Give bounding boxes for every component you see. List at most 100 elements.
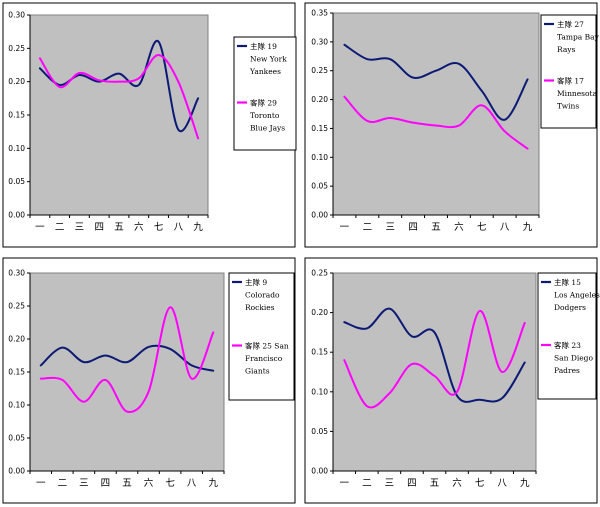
legend-label: 客隊 25 San (245, 341, 289, 351)
chart-panel-4: 0.00 0.05 0.10 0.15 0.20 0.25 一 二 三 四 五 六 七 八 九 主隊 15 Lo… (304, 257, 600, 504)
x-tick-label: 三 (79, 478, 89, 489)
legend-box (228, 272, 295, 401)
legend-label: Yankees (249, 67, 281, 76)
x-tick-label: 五 (122, 478, 132, 489)
y-tick-label: 0.00 (311, 467, 328, 476)
x-tick-label: 九 (208, 477, 218, 489)
x-tick-label: 七 (165, 478, 175, 489)
y-tick-label: 0.05 (8, 434, 25, 443)
legend: 主隊 15 Los Angeles Dodgers 客隊 23 San Diego Pad… (537, 272, 600, 400)
x-tick-label: 四 (94, 222, 104, 233)
x-tick-label: 七 (154, 222, 164, 233)
series-line-away (39, 306, 215, 414)
x-tick-label: 三 (75, 222, 85, 233)
y-tick-label: 0.10 (311, 153, 328, 162)
y-tick-label: 0.15 (8, 368, 25, 377)
legend-label: Tampa Bay (557, 33, 600, 42)
x-tick-label: 九 (520, 477, 530, 489)
legend-label: Toronto (250, 111, 280, 120)
legend: 主隊 27 Tampa Bay Rays 客隊 17 Minnesota Twins (540, 14, 600, 129)
legend-label: Blue Jays (250, 124, 285, 133)
legend-label: Giants (245, 367, 270, 376)
x-tick-label: 一 (340, 222, 350, 233)
plot-area (332, 272, 537, 472)
series-line-home (343, 43, 529, 121)
legend-label: 客隊 23 (554, 340, 581, 350)
series-line-away (38, 54, 200, 140)
legend-box (540, 14, 597, 129)
x-tick-label: 三 (385, 478, 395, 489)
legend-label: Padres (554, 366, 580, 375)
legend: 主隊 9 Colorado Rockies 客隊 25 San Francisco Gia… (228, 272, 295, 401)
legend-label: 主隊 27 (557, 19, 584, 29)
series-line-home (38, 40, 200, 133)
x-tick-label: 六 (452, 477, 462, 489)
x-tick-label: 八 (187, 478, 197, 489)
chart-panel-3: 0.00 0.05 0.10 0.15 0.20 0.25 0.30 一 二三 四五 六七 八九 主隊 … (2, 257, 296, 504)
y-tick-label: 0.25 (311, 66, 328, 75)
x-tick-label: 一 (340, 478, 350, 489)
legend-box (233, 36, 297, 151)
x-tick-label: 八 (500, 222, 510, 233)
y-tick-label: 0.30 (8, 269, 25, 278)
y-tick-label: 0.00 (8, 467, 25, 476)
y-tick-label: 0.30 (8, 11, 25, 20)
legend-label: Rockies (245, 303, 275, 312)
x-tick-label: 三 (385, 222, 395, 233)
y-tick-label: 0.05 (311, 182, 328, 191)
x-tick-label: 一 (36, 478, 46, 489)
x-tick-label: 六 (454, 221, 464, 233)
y-tick-label: 0.10 (8, 401, 25, 410)
legend-label: San Diego (554, 354, 593, 363)
legend-label: Francisco (245, 354, 283, 363)
x-tick-label: 八 (497, 478, 507, 489)
series-line-away (343, 310, 526, 409)
y-tick-label: 0.20 (311, 308, 328, 317)
legend-label: 客隊 17 (557, 76, 584, 86)
series-line-away (343, 95, 529, 150)
legend-label: Dodgers (554, 303, 586, 312)
x-tick-label: 四 (408, 222, 418, 233)
y-tick-label: 0.15 (311, 124, 328, 133)
legend-label: 主隊 9 (245, 277, 267, 287)
x-tick-label: 八 (174, 222, 184, 233)
x-tick-label: 五 (114, 222, 124, 233)
legend-label: New York (250, 55, 287, 64)
y-tick-label: 0.15 (8, 111, 25, 120)
y-tick-label: 0.25 (8, 44, 25, 53)
y-tick-label: 0.20 (8, 77, 25, 86)
x-tick-label: 七 (475, 478, 485, 489)
chart-panel-2: 0.00 0.05 0.10 0.15 0.20 0.25 0.30 0.35 一 二 三 四 五 六 七 八… (304, 2, 600, 248)
legend-label: 客隊 29 (250, 98, 277, 108)
y-tick-label: 0.00 (8, 211, 25, 220)
x-tick-label: 二 (55, 222, 65, 233)
x-tick-label: 九 (193, 221, 203, 233)
y-tick-label: 0.10 (8, 144, 25, 153)
y-tick-label: 0.15 (311, 348, 328, 357)
x-tick-label: 五 (431, 222, 441, 233)
y-tick-label: 0.05 (8, 177, 25, 186)
x-tick-label: 一 (35, 222, 45, 233)
x-tick-label: 四 (407, 478, 417, 489)
legend-box (537, 272, 597, 400)
legend-label: 主隊 15 (554, 277, 581, 287)
y-tick-label: 0.20 (311, 95, 328, 104)
legend-label: Minnesota (557, 89, 598, 98)
x-tick-label: 九 (523, 221, 533, 233)
x-tick-label: 六 (134, 221, 144, 233)
y-tick-label: 0.35 (311, 9, 328, 18)
legend: 主隊 19 New York Yankees 客隊 29 Toronto Blue Jay… (233, 36, 297, 151)
plot-area (29, 272, 225, 472)
y-tick-label: 0.25 (311, 269, 328, 278)
y-tick-label: 0.25 (8, 302, 25, 311)
x-tick-label: 二 (363, 222, 373, 233)
x-tick-label: 二 (58, 478, 68, 489)
x-tick-label: 五 (430, 478, 440, 489)
plot-area (332, 12, 540, 216)
legend-label: Colorado (245, 291, 280, 300)
x-tick-label: 七 (477, 222, 487, 233)
y-tick-label: 0.00 (311, 211, 328, 220)
y-tick-label: 0.30 (311, 37, 328, 46)
legend-label: Los Angeles (554, 291, 600, 300)
